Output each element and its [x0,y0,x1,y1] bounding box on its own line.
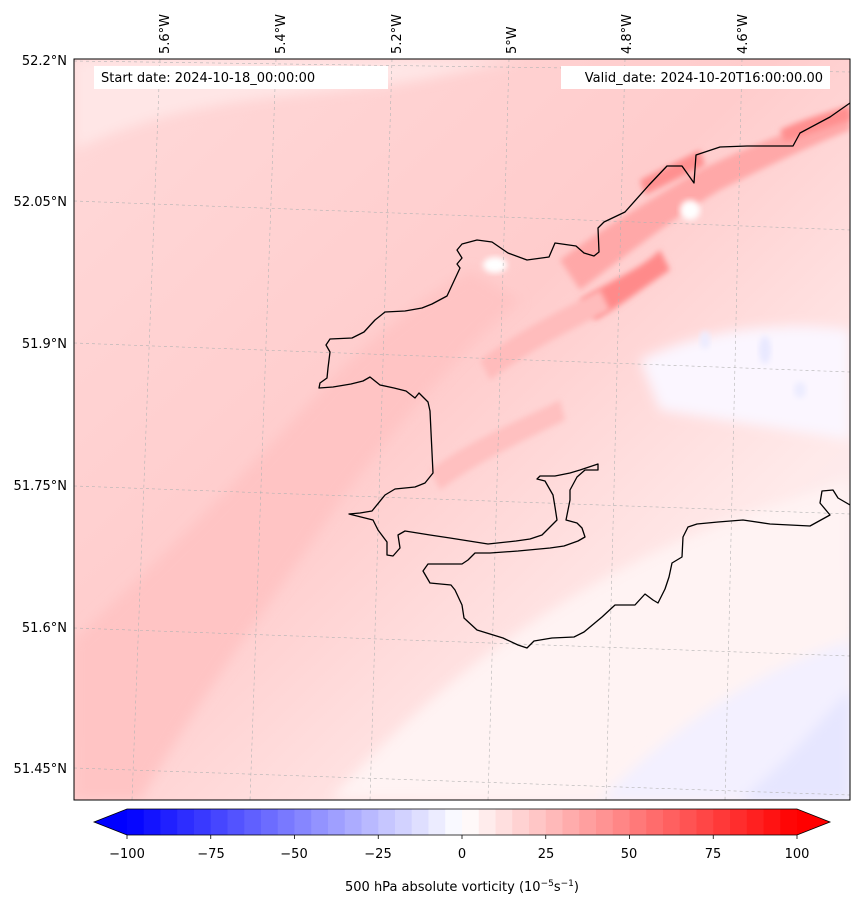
colorbar-tick-label: −50 [280,847,307,862]
colorbar-segment [780,809,798,835]
colorbar-segment [562,809,580,835]
colorbar-segment [143,809,162,835]
colorbar-segment [512,809,530,835]
colorbar-segment [612,809,631,835]
colorbar-segment [495,809,513,835]
lon-label: 5.4°W [274,14,289,54]
colorbar-tick-label: −25 [364,847,391,862]
start-date-label: Start date: 2024-10-18_00:00:00 [101,71,315,86]
colorbar-segment [361,809,379,835]
colorbar-segment [411,809,430,835]
lat-label: 52.05°N [14,195,67,210]
colorbar-segment [445,809,463,835]
lon-label: 5°W [505,26,520,54]
colorbar-segment [529,809,547,835]
colorbar-tick-label: −75 [197,847,224,862]
lat-label: 51.6°N [22,621,67,636]
longitude-labels: 5.6°W 5.4°W 5.2°W 5°W 4.8°W 4.6°W [158,14,751,54]
valid-date-box [561,66,830,89]
map-frame [73,58,851,801]
colorbar-segment [311,809,329,835]
colorbar-segment [227,809,245,835]
colorbar-segment [344,809,363,835]
colorbar-segment [596,809,614,835]
lat-label: 51.9°N [22,337,67,352]
colorbar-segment [646,809,664,835]
colorbar-segment [177,809,195,835]
colorbar: −100 −75 −50 −25 0 25 50 75 100 500 hPa … [92,808,832,895]
colorbar-segment [428,809,446,835]
lon-label: 4.8°W [620,14,635,54]
vorticity-field [74,59,850,800]
colorbar-tick-label: 75 [705,847,722,862]
colorbar-segment [763,809,781,835]
colorbar-segment [478,809,497,835]
colorbar-tick-labels: −100 −75 −50 −25 0 25 50 75 100 [109,847,809,862]
lon-label: 5.6°W [158,14,173,54]
colorbar-tick-label: 50 [621,847,638,862]
coastline [318,102,850,649]
colorbar-segment [462,809,480,835]
colorbar-segment [160,809,178,835]
colorbar-segment [127,809,145,835]
colorbar-segment [545,809,564,835]
lat-label: 52.2°N [22,54,67,69]
colorbar-segments [127,809,798,835]
colorbar-label: 500 hPa absolute vorticity (10−5s−1) [345,879,579,895]
lat-label: 51.45°N [14,762,67,777]
colorbar-segment [294,809,312,835]
colorbar-tick-label: 0 [458,847,466,862]
colorbar-segment [746,809,765,835]
colorbar-segment [378,809,396,835]
colorbar-tick-label: −100 [109,847,145,862]
colorbar-segment [277,809,296,835]
colorbar-segment [730,809,748,835]
colorbar-segment [579,809,597,835]
colorbar-segment [194,809,212,835]
lon-label: 5.2°W [390,14,405,54]
colorbar-tick-label: 25 [538,847,555,862]
colorbar-segment [261,809,279,835]
colorbar-segment [679,809,698,835]
colorbar-segment [395,809,413,835]
colorbar-segment [244,809,262,835]
colorbar-segment [713,809,731,835]
lon-label: 4.6°W [736,14,751,54]
colorbar-segment [663,809,681,835]
colorbar-tick-label: 100 [785,847,810,862]
colorbar-segment [210,809,229,835]
valid-date-label: Valid_date: 2024-10-20T16:00:00.00 [585,71,823,86]
colorbar-segment [629,809,647,835]
start-date-box [94,66,388,89]
lat-label: 51.75°N [14,479,67,494]
colorbar-extend-low [94,809,127,835]
latitude-labels: 52.2°N 52.05°N 51.9°N 51.75°N 51.6°N 51.… [14,54,67,777]
colorbar-extend-high [797,809,830,835]
colorbar-segment [696,809,714,835]
colorbar-segment [328,809,346,835]
colorbar-ticks [126,835,798,839]
